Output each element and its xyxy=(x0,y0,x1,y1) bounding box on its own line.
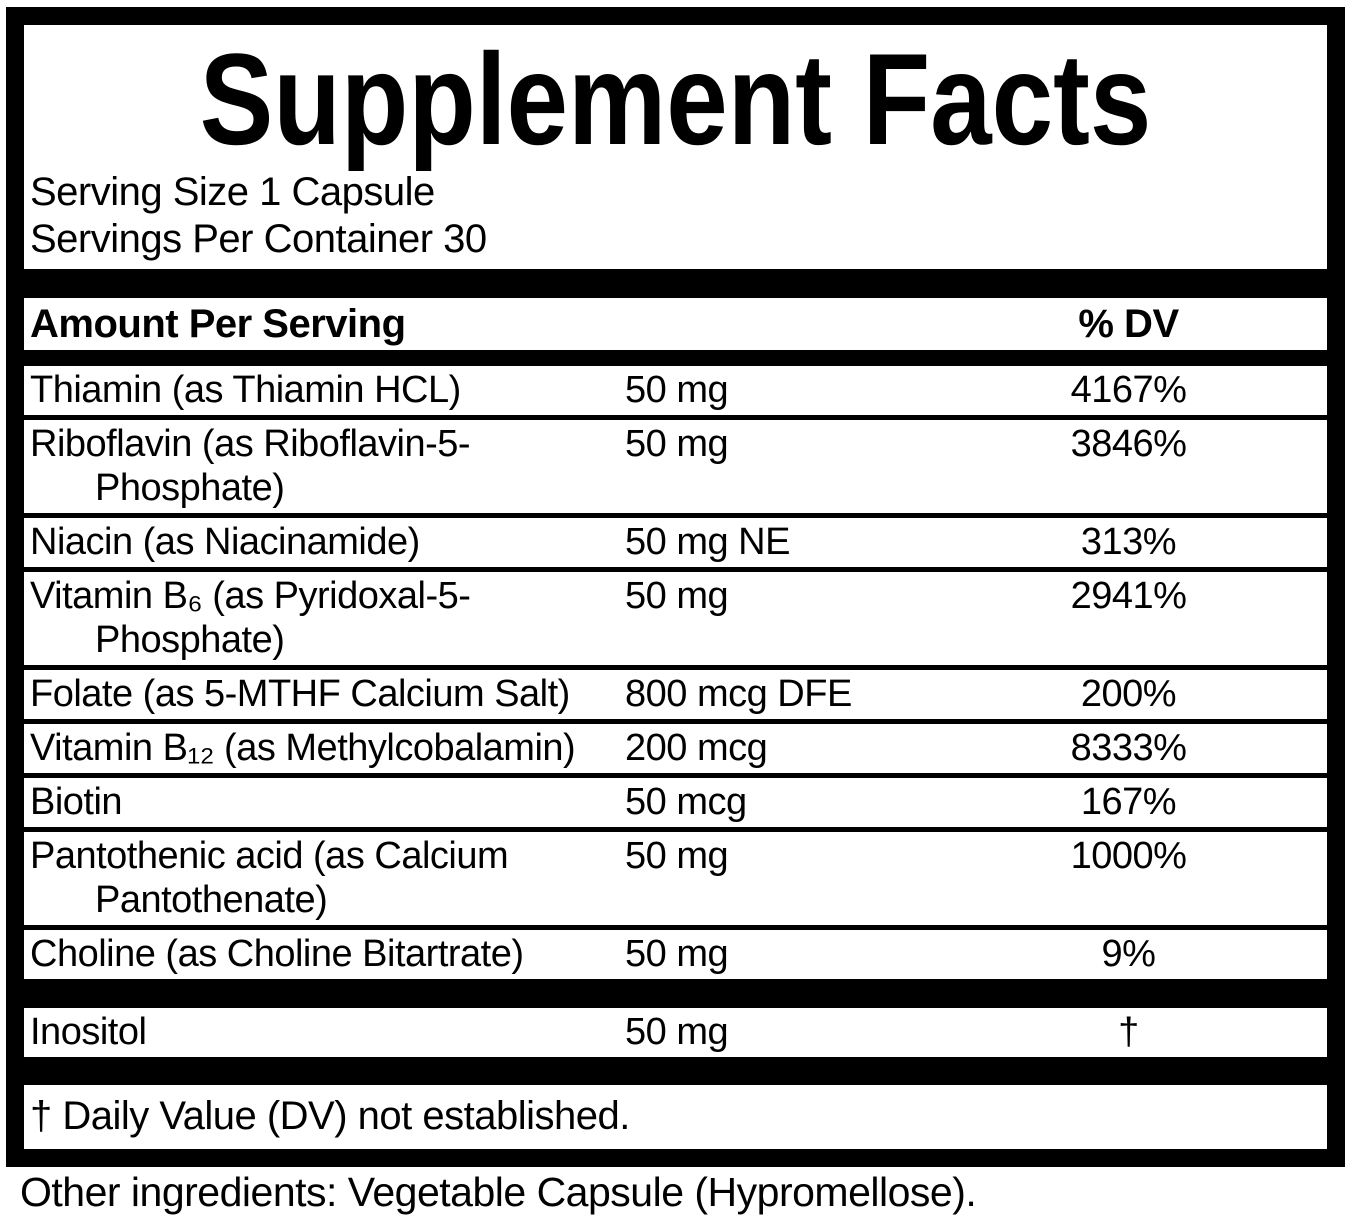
nutrient-row-niacin: Niacin (as Niacinamide) 50 mg NE 313% xyxy=(24,518,1327,567)
nutrient-name: Niacin (as Niacinamide) xyxy=(30,520,420,563)
nutrient-amount: 50 mg xyxy=(625,932,729,975)
nutrient-name: Inositol xyxy=(30,1010,147,1053)
nutrient-name: Pantothenic acid (as Calcium Pantothenat… xyxy=(30,834,509,921)
row-divider-rule xyxy=(24,826,1327,832)
nutrient-amount: 50 mg NE xyxy=(625,520,790,563)
serving-info: Serving Size 1 Capsule Servings Per Cont… xyxy=(24,169,1327,263)
servings-per-container-text: Servings Per Container 30 xyxy=(30,216,487,261)
nutrient-dv: 8333% xyxy=(1070,726,1187,769)
nutrient-name: Thiamin (as Thiamin HCL) xyxy=(30,368,461,411)
row-divider-rule xyxy=(24,414,1327,420)
panel-title: Supplement Facts xyxy=(199,26,1152,172)
nutrient-dv: 2941% xyxy=(1070,574,1187,617)
nutrient-name: Vitamin B₆ (as Pyridoxal-5-Phosphate) xyxy=(30,574,471,661)
section-divider-bar xyxy=(24,978,1327,1008)
row-divider-rule xyxy=(24,772,1327,778)
nutrient-amount: 50 mg xyxy=(625,1010,729,1053)
nutrient-row-choline: Choline (as Choline Bitartrate) 50 mg 9% xyxy=(24,930,1327,979)
nutrient-dv: 3846% xyxy=(1070,422,1187,465)
section-divider-bar xyxy=(24,349,1327,366)
row-divider-rule xyxy=(24,718,1327,724)
nutrient-amount: 50 mcg xyxy=(625,780,747,823)
nutrient-row-vitamin-b6: Vitamin B₆ (as Pyridoxal-5-Phosphate) 50… xyxy=(24,572,1327,665)
nutrient-amount: 800 mcg DFE xyxy=(625,672,852,715)
nutrient-amount: 50 mg xyxy=(625,574,729,617)
nutrient-dv: 9% xyxy=(1101,932,1156,975)
nutrient-name: Biotin xyxy=(30,780,123,823)
dv-footnote: † Daily Value (DV) not established. xyxy=(30,1093,630,1138)
nutrient-dv-dagger: † xyxy=(1118,1010,1139,1053)
nutrient-row-folate: Folate (as 5-MTHF Calcium Salt) 800 mcg … xyxy=(24,670,1327,719)
nutrient-row-pantothenic-acid: Pantothenic acid (as Calcium Pantothenat… xyxy=(24,832,1327,925)
row-divider-rule xyxy=(24,664,1327,670)
supplement-facts-panel: Supplement Facts Serving Size 1 Capsule … xyxy=(6,7,1345,1167)
nutrient-row-inositol: Inositol 50 mg † xyxy=(24,1008,1327,1057)
nutrient-name: Choline (as Choline Bitartrate) xyxy=(30,932,524,975)
nutrient-row-vitamin-b12: Vitamin B₁₂ (as Methylcobalamin) 200 mcg… xyxy=(24,724,1327,773)
nutrient-amount: 50 mg xyxy=(625,422,729,465)
nutrient-row-biotin: Biotin 50 mcg 167% xyxy=(24,778,1327,827)
nutrient-row-riboflavin: Riboflavin (as Riboflavin-5-Phosphate) 5… xyxy=(24,420,1327,513)
row-divider-rule xyxy=(24,512,1327,518)
table-header-row: Amount Per Serving % DV xyxy=(24,298,1327,350)
row-divider-rule xyxy=(24,566,1327,572)
nutrient-dv: 4167% xyxy=(1070,368,1187,411)
other-ingredients-text: Other ingredients: Vegetable Capsule (Hy… xyxy=(20,1169,977,1215)
empty-header-cell xyxy=(625,300,955,348)
amount-per-serving-header: Amount Per Serving xyxy=(30,301,406,346)
serving-size-text: Serving Size 1 Capsule xyxy=(30,169,435,214)
row-divider-rule xyxy=(24,924,1327,930)
nutrient-name: Vitamin B₁₂ (as Methylcobalamin) xyxy=(30,726,576,769)
nutrient-amount: 200 mcg xyxy=(625,726,768,769)
nutrient-amount: 50 mg xyxy=(625,368,729,411)
percent-dv-header: % DV xyxy=(1078,301,1179,346)
nutrient-dv: 313% xyxy=(1080,520,1177,563)
nutrient-name: Riboflavin (as Riboflavin-5-Phosphate) xyxy=(30,422,471,509)
nutrient-amount: 50 mg xyxy=(625,834,729,877)
nutrient-dv: 1000% xyxy=(1070,834,1187,877)
nutrient-dv: 167% xyxy=(1080,780,1177,823)
nutrient-dv: 200% xyxy=(1080,672,1177,715)
section-divider-bar xyxy=(24,1056,1327,1085)
nutrient-name: Folate (as 5-MTHF Calcium Salt) xyxy=(30,672,570,715)
nutrient-row-thiamin: Thiamin (as Thiamin HCL) 50 mg 4167% xyxy=(24,366,1327,415)
section-divider-bar xyxy=(24,268,1327,298)
